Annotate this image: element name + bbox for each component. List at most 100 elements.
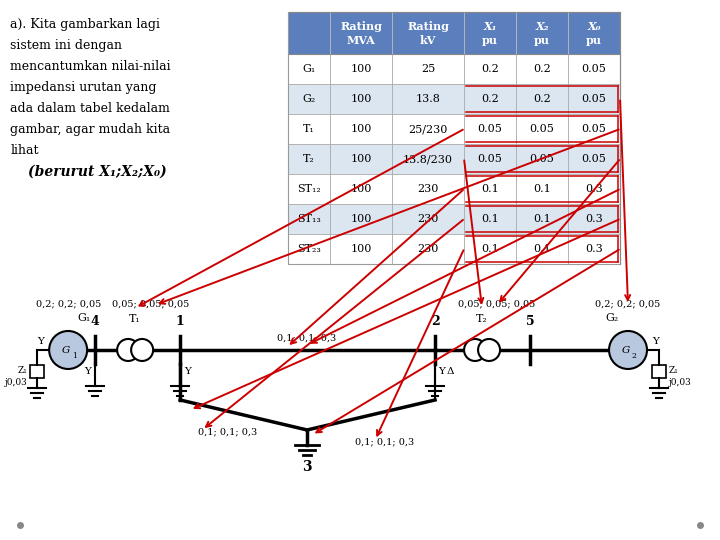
Text: j0,03: j0,03 [4, 379, 27, 388]
Bar [516, 144, 568, 174]
Text: 1: 1 [176, 315, 184, 328]
Text: 0.2: 0.2 [534, 94, 551, 104]
Bar [568, 144, 620, 174]
Text: 0.05: 0.05 [582, 64, 606, 74]
Text: 0.3: 0.3 [585, 184, 603, 194]
Bar [464, 174, 516, 204]
Text: G₁: G₁ [78, 313, 91, 323]
Bar [392, 234, 464, 264]
Text: 25: 25 [421, 64, 435, 74]
Bar [568, 114, 620, 144]
Text: 1: 1 [72, 352, 76, 360]
Text: Y: Y [184, 368, 191, 376]
Circle shape [478, 339, 500, 361]
Text: a). Kita gambarkan lagi: a). Kita gambarkan lagi [10, 18, 160, 31]
Bar [516, 54, 568, 84]
Text: 2: 2 [431, 315, 439, 328]
Bar [288, 144, 330, 174]
Bar [568, 174, 620, 204]
Text: 4: 4 [91, 315, 99, 328]
Text: j0,03: j0,03 [669, 379, 692, 388]
Text: 0.05: 0.05 [477, 154, 503, 164]
Text: 100: 100 [351, 244, 372, 254]
Text: 100: 100 [351, 124, 372, 134]
Bar [516, 12, 568, 54]
Text: 0.1: 0.1 [534, 214, 551, 224]
Bar [464, 114, 516, 144]
Text: 230: 230 [418, 244, 438, 254]
Bar [288, 204, 330, 234]
Text: 13.8/230: 13.8/230 [403, 154, 453, 164]
Text: X₁: X₁ [483, 21, 497, 31]
Circle shape [117, 339, 139, 361]
Bar [568, 54, 620, 84]
Text: sistem ini dengan: sistem ini dengan [10, 39, 122, 52]
Bar [516, 234, 568, 264]
Text: 0.3: 0.3 [585, 244, 603, 254]
Text: ada dalam tabel kedalam: ada dalam tabel kedalam [10, 102, 170, 115]
Text: G: G [622, 347, 630, 355]
Text: Δ: Δ [447, 368, 454, 376]
Bar [288, 84, 330, 114]
Text: 100: 100 [351, 184, 372, 194]
Text: pu: pu [482, 35, 498, 45]
Text: 0.1: 0.1 [481, 244, 499, 254]
Text: 0.05: 0.05 [582, 154, 606, 164]
Bar [288, 12, 330, 54]
Text: kV: kV [420, 35, 436, 45]
Text: 0.05: 0.05 [530, 154, 554, 164]
Bar [288, 54, 330, 84]
Bar [464, 234, 516, 264]
Text: X₂: X₂ [535, 21, 549, 31]
Text: 0.05: 0.05 [477, 124, 503, 134]
Text: Z₁: Z₁ [669, 367, 679, 375]
Bar [516, 204, 568, 234]
Bar [330, 204, 392, 234]
Text: Rating: Rating [407, 21, 449, 31]
Bar [330, 84, 392, 114]
Text: pu: pu [534, 35, 550, 45]
Text: 0,05; 0,05; 0,05: 0,05; 0,05; 0,05 [459, 299, 536, 308]
Text: (berurut X₁;X₂;X₀): (berurut X₁;X₂;X₀) [28, 165, 167, 179]
Text: T₂: T₂ [476, 314, 488, 324]
Text: 0.1: 0.1 [534, 184, 551, 194]
Bar [464, 204, 516, 234]
Text: Y: Y [37, 337, 44, 346]
Text: 0,2; 0,2; 0,05: 0,2; 0,2; 0,05 [35, 299, 101, 308]
Text: 0,2; 0,2; 0,05: 0,2; 0,2; 0,05 [595, 299, 661, 308]
Text: 3: 3 [302, 460, 312, 474]
Bar [568, 12, 620, 54]
Bar [288, 234, 330, 264]
Text: 100: 100 [351, 214, 372, 224]
Bar [392, 204, 464, 234]
Bar [464, 144, 516, 174]
Text: ST₁₃: ST₁₃ [297, 214, 321, 224]
Bar [392, 174, 464, 204]
Text: 0,1; 0,1; 0,3: 0,1; 0,1; 0,3 [277, 333, 337, 342]
Text: 100: 100 [351, 64, 372, 74]
Text: Y: Y [438, 368, 445, 376]
Text: 0.05: 0.05 [530, 124, 554, 134]
Bar [464, 54, 516, 84]
Bar [568, 204, 620, 234]
Circle shape [49, 331, 87, 369]
Bar [652, 365, 666, 378]
Text: T₁: T₁ [303, 124, 315, 134]
Text: gambar, agar mudah kita: gambar, agar mudah kita [10, 123, 171, 136]
Text: 0,1; 0,1; 0,3: 0,1; 0,1; 0,3 [198, 428, 257, 437]
Circle shape [131, 339, 153, 361]
Bar [392, 84, 464, 114]
Text: Rating: Rating [340, 21, 382, 31]
Bar [288, 174, 330, 204]
Bar [330, 234, 392, 264]
Bar [330, 144, 392, 174]
Text: 0.1: 0.1 [481, 184, 499, 194]
Bar [568, 84, 620, 114]
Text: 2: 2 [631, 352, 636, 360]
Text: Y: Y [84, 368, 91, 376]
Text: 0.1: 0.1 [534, 244, 551, 254]
Text: Y: Y [652, 337, 659, 346]
Bar [330, 174, 392, 204]
Text: 13.8: 13.8 [415, 94, 441, 104]
Text: 0,05; 0,05; 0,05: 0,05; 0,05; 0,05 [112, 299, 189, 308]
